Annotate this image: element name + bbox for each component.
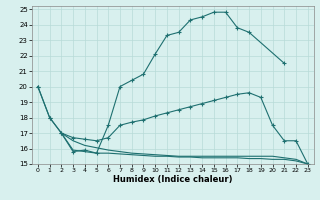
X-axis label: Humidex (Indice chaleur): Humidex (Indice chaleur) [113, 175, 233, 184]
